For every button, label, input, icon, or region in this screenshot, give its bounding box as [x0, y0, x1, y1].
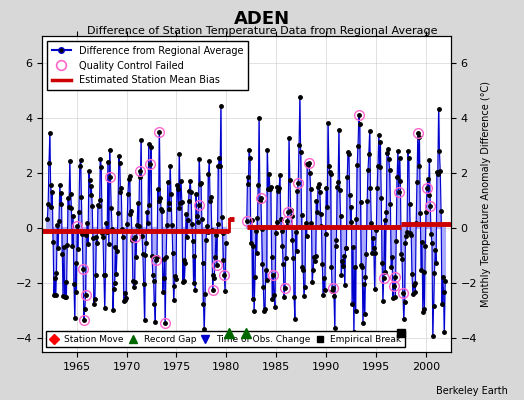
Text: Berkeley Earth: Berkeley Earth	[436, 386, 508, 396]
Y-axis label: Monthly Temperature Anomaly Difference (°C): Monthly Temperature Anomaly Difference (…	[481, 81, 491, 307]
Text: ADEN: ADEN	[234, 10, 290, 28]
Text: Difference of Station Temperature Data from Regional Average: Difference of Station Temperature Data f…	[87, 26, 437, 36]
Legend: Station Move, Record Gap, Time of Obs. Change, Empirical Break: Station Move, Record Gap, Time of Obs. C…	[47, 331, 405, 348]
